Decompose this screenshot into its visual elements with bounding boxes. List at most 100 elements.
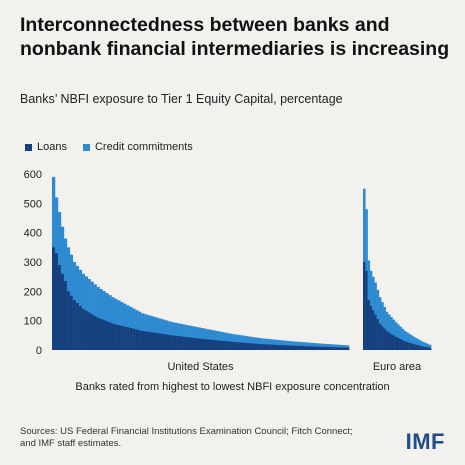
bar-loans — [230, 341, 234, 350]
legend-item-credit: Credit commitments — [82, 141, 193, 153]
source-note: Sources: US Federal Financial Institutio… — [20, 426, 353, 449]
y-axis: 0 100 200 300 400 500 600 — [24, 169, 42, 357]
bar-loans — [224, 341, 228, 350]
bar-loans — [152, 332, 157, 350]
bar-credit-commitments — [392, 319, 396, 350]
chart-subtitle: Banks’ NBFI exposure to Tier 1 Equity Ca… — [20, 92, 343, 106]
bar-credit-commitments — [426, 343, 430, 350]
bar-loans — [426, 347, 430, 350]
bar-loans — [147, 331, 151, 350]
bar-loans — [138, 330, 142, 350]
bar-loans — [289, 345, 293, 350]
bar-credit-commitments — [316, 343, 320, 350]
chart-title: Interconnectedness between banks and non… — [20, 14, 450, 60]
bar-loans — [182, 336, 186, 350]
bar-loans — [123, 326, 127, 350]
bar-loans — [233, 342, 237, 350]
x-group-labels: United States Euro area — [167, 361, 422, 373]
bar-loans — [421, 346, 425, 350]
bar-loans — [215, 340, 219, 350]
bar-loans — [93, 315, 97, 350]
bar-loans — [54, 253, 59, 350]
bar-credit-commitments — [408, 333, 411, 350]
bar-loans — [218, 340, 222, 350]
bar-credit-commitments — [390, 317, 393, 350]
bar-chart: 0 100 200 300 400 500 600 United States Euro ar… — [24, 169, 432, 373]
imf-logo: IMF — [405, 429, 445, 454]
bar-loans — [397, 337, 400, 350]
bar-loans — [374, 314, 377, 350]
y-tick-label: 200 — [24, 286, 42, 298]
bar-credit-commitments — [328, 344, 332, 350]
bar-loans — [191, 337, 195, 350]
legend-swatch-loans — [25, 143, 32, 151]
bar-loans — [57, 264, 62, 350]
bar-loans — [337, 347, 341, 350]
bar-loans — [410, 343, 414, 350]
bar-loans — [408, 342, 411, 350]
bar-loans — [417, 345, 420, 350]
bar-loans — [158, 333, 163, 350]
bar-loans — [369, 306, 373, 350]
bar-credit-commitments — [421, 341, 425, 350]
bar-loans — [403, 341, 407, 350]
bar-loans — [90, 314, 94, 350]
bar-loans — [265, 344, 270, 350]
bar-loans — [248, 343, 252, 350]
bar-credit-commitments — [415, 338, 418, 350]
bar-loans — [236, 342, 240, 350]
bar-loans — [194, 338, 198, 350]
bar-credit-commitments — [401, 328, 405, 350]
bar-credit-commitments — [399, 326, 402, 350]
bar-loans — [66, 291, 71, 350]
bar-loans — [292, 345, 296, 350]
bar-loans — [52, 247, 56, 350]
bar-loans — [167, 334, 172, 350]
x-axis-title: Banks rated from highest to lowest NBFI … — [75, 381, 390, 393]
bar-credit-commitments — [310, 342, 314, 350]
y-tick-label: 500 — [24, 198, 42, 210]
bar-loans — [385, 330, 389, 350]
bar-loans — [328, 347, 332, 350]
bar-loans — [331, 347, 335, 350]
bar-credit-commitments — [337, 344, 341, 350]
bar-loans — [173, 335, 178, 350]
bar-loans — [212, 340, 216, 350]
bar-loans — [378, 323, 382, 350]
y-tick-label: 0 — [36, 345, 42, 357]
y-tick-label: 400 — [24, 228, 42, 240]
bar-loans — [390, 333, 393, 350]
bar-loans — [117, 325, 121, 350]
bar-loans — [401, 340, 405, 350]
bar-loans — [197, 338, 201, 350]
y-tick-label: 300 — [24, 257, 42, 269]
bar-loans — [206, 339, 210, 350]
bar-credit-commitments — [428, 344, 432, 350]
bar-loans — [372, 310, 375, 350]
bar-loans — [262, 344, 267, 350]
x-group-label: Euro area — [373, 361, 422, 373]
bar-credit-commitments — [304, 342, 308, 350]
bar-loans — [274, 344, 279, 350]
bar-loans — [319, 346, 323, 350]
bar-credit-commitments — [406, 332, 409, 350]
bar-credit-commitments — [412, 336, 416, 350]
bar-loans — [394, 336, 398, 350]
bar-loans — [419, 345, 423, 350]
bar-loans — [298, 345, 302, 350]
bar-loans — [381, 326, 384, 350]
bar-loans — [69, 295, 74, 350]
bar-credit-commitments — [292, 341, 296, 350]
bar-loans — [203, 339, 207, 350]
bars — [52, 176, 432, 350]
bar-loans — [200, 338, 204, 350]
bar-loans — [428, 347, 432, 350]
bar-loans — [114, 324, 118, 350]
bar-loans — [383, 328, 386, 350]
bar-credit-commitments — [274, 339, 279, 350]
bar-loans — [63, 281, 68, 350]
bar-credit-commitments — [403, 330, 407, 350]
legend: Loans Credit commitments — [25, 141, 193, 153]
bar-loans — [108, 322, 112, 350]
bar-loans — [412, 344, 416, 350]
